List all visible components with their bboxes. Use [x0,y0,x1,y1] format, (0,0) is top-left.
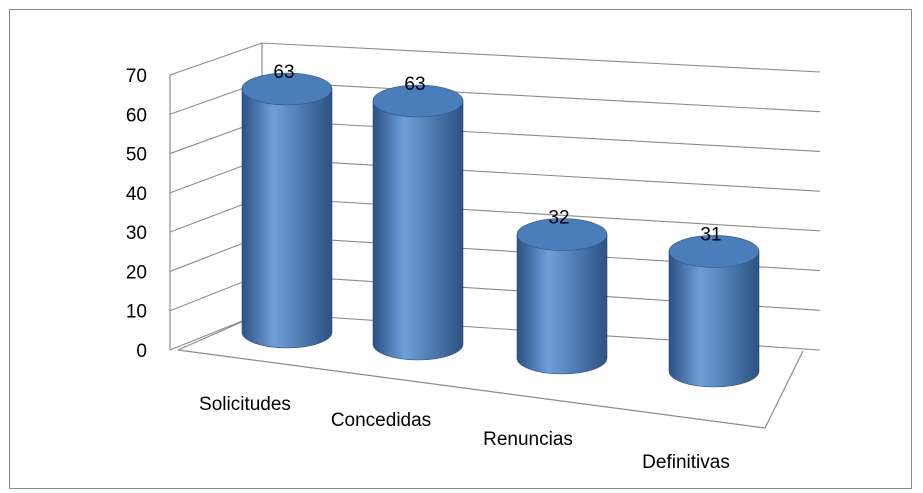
bar [668,235,760,388]
data-label: 32 [548,208,569,229]
x-axis-categories: Solicitudes Concedidas Renuncias Definitiva… [199,394,730,473]
y-tick-label: 20 [126,262,147,283]
data-labels: 63 63 32 31 [273,62,721,245]
gridline-side [169,42,263,76]
bar [372,84,464,361]
bar [241,72,333,349]
data-label: 63 [404,74,425,95]
y-axis-ticks: 0 10 20 30 40 50 60 70 [126,66,147,362]
y-tick-label: 50 [126,145,147,166]
bar [516,218,608,375]
bars [241,72,760,388]
bar-top [372,84,464,118]
data-label: 63 [273,62,294,83]
y-tick-label: 30 [126,223,147,244]
bar-top [516,218,608,251]
bar-body [241,88,333,349]
bar-top [241,72,333,106]
x-category-label: Solicitudes [199,394,291,415]
gridline [261,119,821,152]
gridline [261,196,821,232]
y-tick-label: 70 [126,66,147,87]
y-tick-label: 40 [126,184,147,205]
y-tick-label: 0 [136,341,147,362]
gridline [261,42,821,73]
data-label: 31 [700,224,721,245]
y-tick-label: 10 [126,302,147,323]
x-category-label: Definitivas [642,452,730,473]
gridline [261,158,821,192]
bar-top [668,235,760,268]
floor-edge [177,349,804,429]
x-category-label: Renuncias [483,429,573,450]
bar-body [516,234,608,375]
bar-body [372,100,464,361]
bar-body [668,251,760,388]
gridline [261,81,821,113]
x-category-label: Concedidas [331,410,431,431]
y-tick-label: 60 [126,105,147,126]
